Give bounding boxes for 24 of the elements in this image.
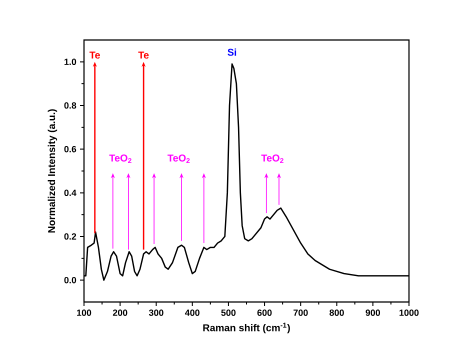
y-tick-label: 0.6 [64,146,76,152]
x-tick-label: 300 [148,310,164,316]
annotation: Si [228,48,236,56]
y-tick-label: 0.0 [64,276,76,284]
ref-line-label: TeO$_{2}$ [261,154,284,163]
y-tick-label: 0.8 [64,102,76,109]
x-axis-title: Raman shift (cm$^{-1}$) [203,322,290,334]
x-tick-label: 900 [366,310,380,316]
x-tick-label: 400 [184,310,200,316]
x-tick-label: 600 [257,310,272,316]
x-tick-label: 200 [112,310,128,316]
x-tick-label: 700 [294,310,308,316]
x-tick-label: 800 [330,310,344,316]
x-tick-label: 500 [221,310,236,316]
x-tick-label: 1000 [400,310,419,316]
x-tick-label: 100 [77,310,92,316]
y-tick-label: 1.0 [64,58,76,66]
ref-line-label: Te [89,52,100,59]
ref-line-label: TeO$_{2}$ [168,154,190,163]
y-axis-title: Normalized Intensity (a.u.) [48,109,58,233]
ref-line-label: TeO$_{2}$ [109,154,132,163]
ref-line-label: Te [138,52,149,59]
y-tick-label: 0.2 [64,233,76,240]
y-tick-label: 0.4 [64,190,76,196]
